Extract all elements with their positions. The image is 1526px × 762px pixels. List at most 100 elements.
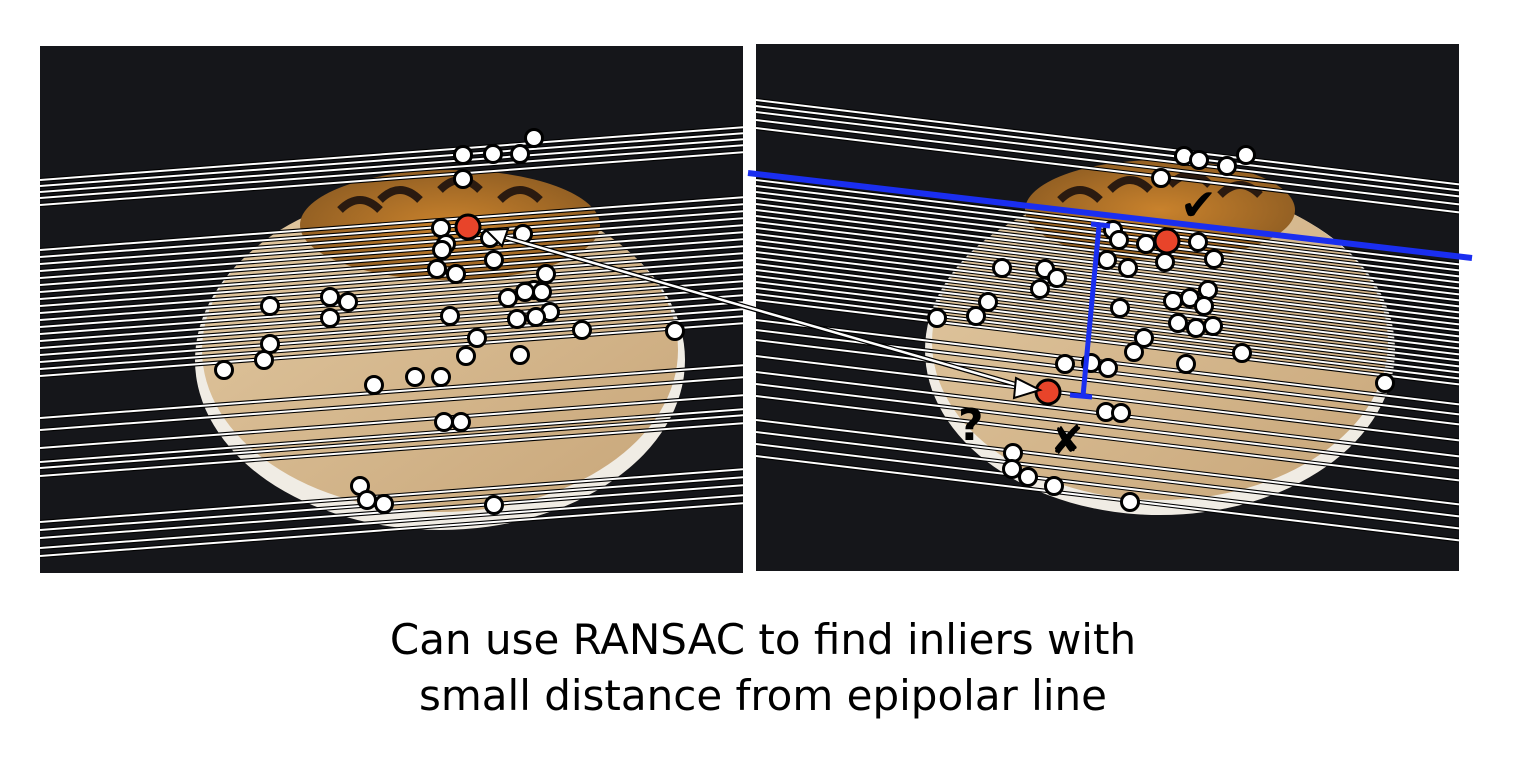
epipolar-line [756,383,1459,470]
feature-point [1018,467,1038,487]
feature-point [1186,318,1206,338]
feature-point [927,308,947,328]
feature-point [1047,268,1067,288]
epipolar-line [756,263,1459,350]
epipolar-line [40,231,743,286]
epipolar-line [40,210,743,265]
epipolar-line [40,408,743,463]
feature-point [978,292,998,312]
epipolar-line [40,144,743,199]
feature-point [446,264,466,284]
epipolar-line [756,275,1459,362]
epipolar-line [40,422,743,477]
epipolar-line [756,395,1459,482]
epipolar-line [756,443,1459,530]
feature-point [1118,258,1138,278]
feature-point [526,307,546,327]
epipolar-line [40,322,743,377]
epipolar-line [40,217,743,272]
feature-point [1204,249,1224,269]
epipolar-line [40,308,743,363]
feature-point [1194,296,1214,316]
feature-point [214,360,234,380]
feature-point [1110,298,1130,318]
feature-point [515,282,535,302]
feature-point [1168,313,1188,333]
feature-point [1002,459,1022,479]
epipolar-line [40,138,743,193]
epipolar-line [40,203,743,258]
epipolar-line [40,238,743,293]
feature-point [572,320,592,340]
feature-point [338,292,358,312]
feature-point [484,495,504,515]
cross-mark-icon: ✘ [1050,418,1084,464]
epipolar-line [756,119,1459,206]
epipolar-line [40,126,743,181]
epipolar-line [756,99,1459,186]
epipolar-line [40,280,743,335]
feature-point [510,345,530,365]
epipolar-line [756,245,1459,332]
epipolar-line [40,245,743,300]
feature-point [1203,316,1223,336]
distance-bracket [1069,221,1111,400]
feature-point [510,144,530,164]
epipolar-line [40,196,743,251]
epipolar-line [756,431,1459,518]
question-mark-icon: ? [958,400,984,451]
feature-point [1375,373,1395,393]
feature-point [1111,403,1131,423]
epipolar-line [756,105,1459,192]
left-epipolar-lines [40,125,743,559]
epipolar-line [756,281,1459,368]
epipolar-line [756,269,1459,356]
feature-point [1030,279,1050,299]
right-epipolar-lines [756,97,1459,543]
epipolar-line [756,127,1459,214]
caption-line-1: Can use RANSAC to find inliers with [389,615,1137,664]
right-feature-points [927,145,1395,512]
feature-point [484,250,504,270]
epipolar-line [756,455,1459,542]
epipolar-line [756,257,1459,344]
feature-point [260,296,280,316]
epipolar-line [40,151,743,206]
double-arrow-icon [483,227,1043,400]
epipolar-line [756,111,1459,198]
feature-point [665,321,685,341]
right-image [756,44,1459,571]
feature-point [1236,145,1256,165]
epipolar-line [756,227,1459,314]
feature-point [1098,358,1118,378]
epipolar-line [40,394,743,449]
epipolar-line [40,294,743,349]
feature-point [532,282,552,302]
epipolar-line [756,239,1459,326]
epipolar-line [756,251,1459,338]
epipolar-line [40,301,743,356]
feature-point [536,264,556,284]
feature-point [507,309,527,329]
feature-point [451,412,471,432]
feature-point [357,490,377,510]
feature-point [1232,343,1252,363]
feature-point [1163,291,1183,311]
feature-point [1109,230,1129,250]
feature-point [1188,232,1208,252]
epipolar-line [756,293,1459,380]
epipolar-line [756,233,1459,320]
feature-point [432,240,452,260]
feature-point [260,334,280,354]
epipolar-line [40,132,743,187]
epipolar-line [40,414,743,469]
caption-line-2: small distance from epipolar line [419,671,1107,720]
feature-point [364,375,384,395]
feature-point [467,328,487,348]
feature-point [1097,250,1117,270]
epipolar-line [40,494,743,549]
epipolar-line [40,502,743,557]
epipolar-line [40,259,743,314]
epipolar-line [40,273,743,328]
check-mark-icon: ✔ [1180,180,1217,231]
